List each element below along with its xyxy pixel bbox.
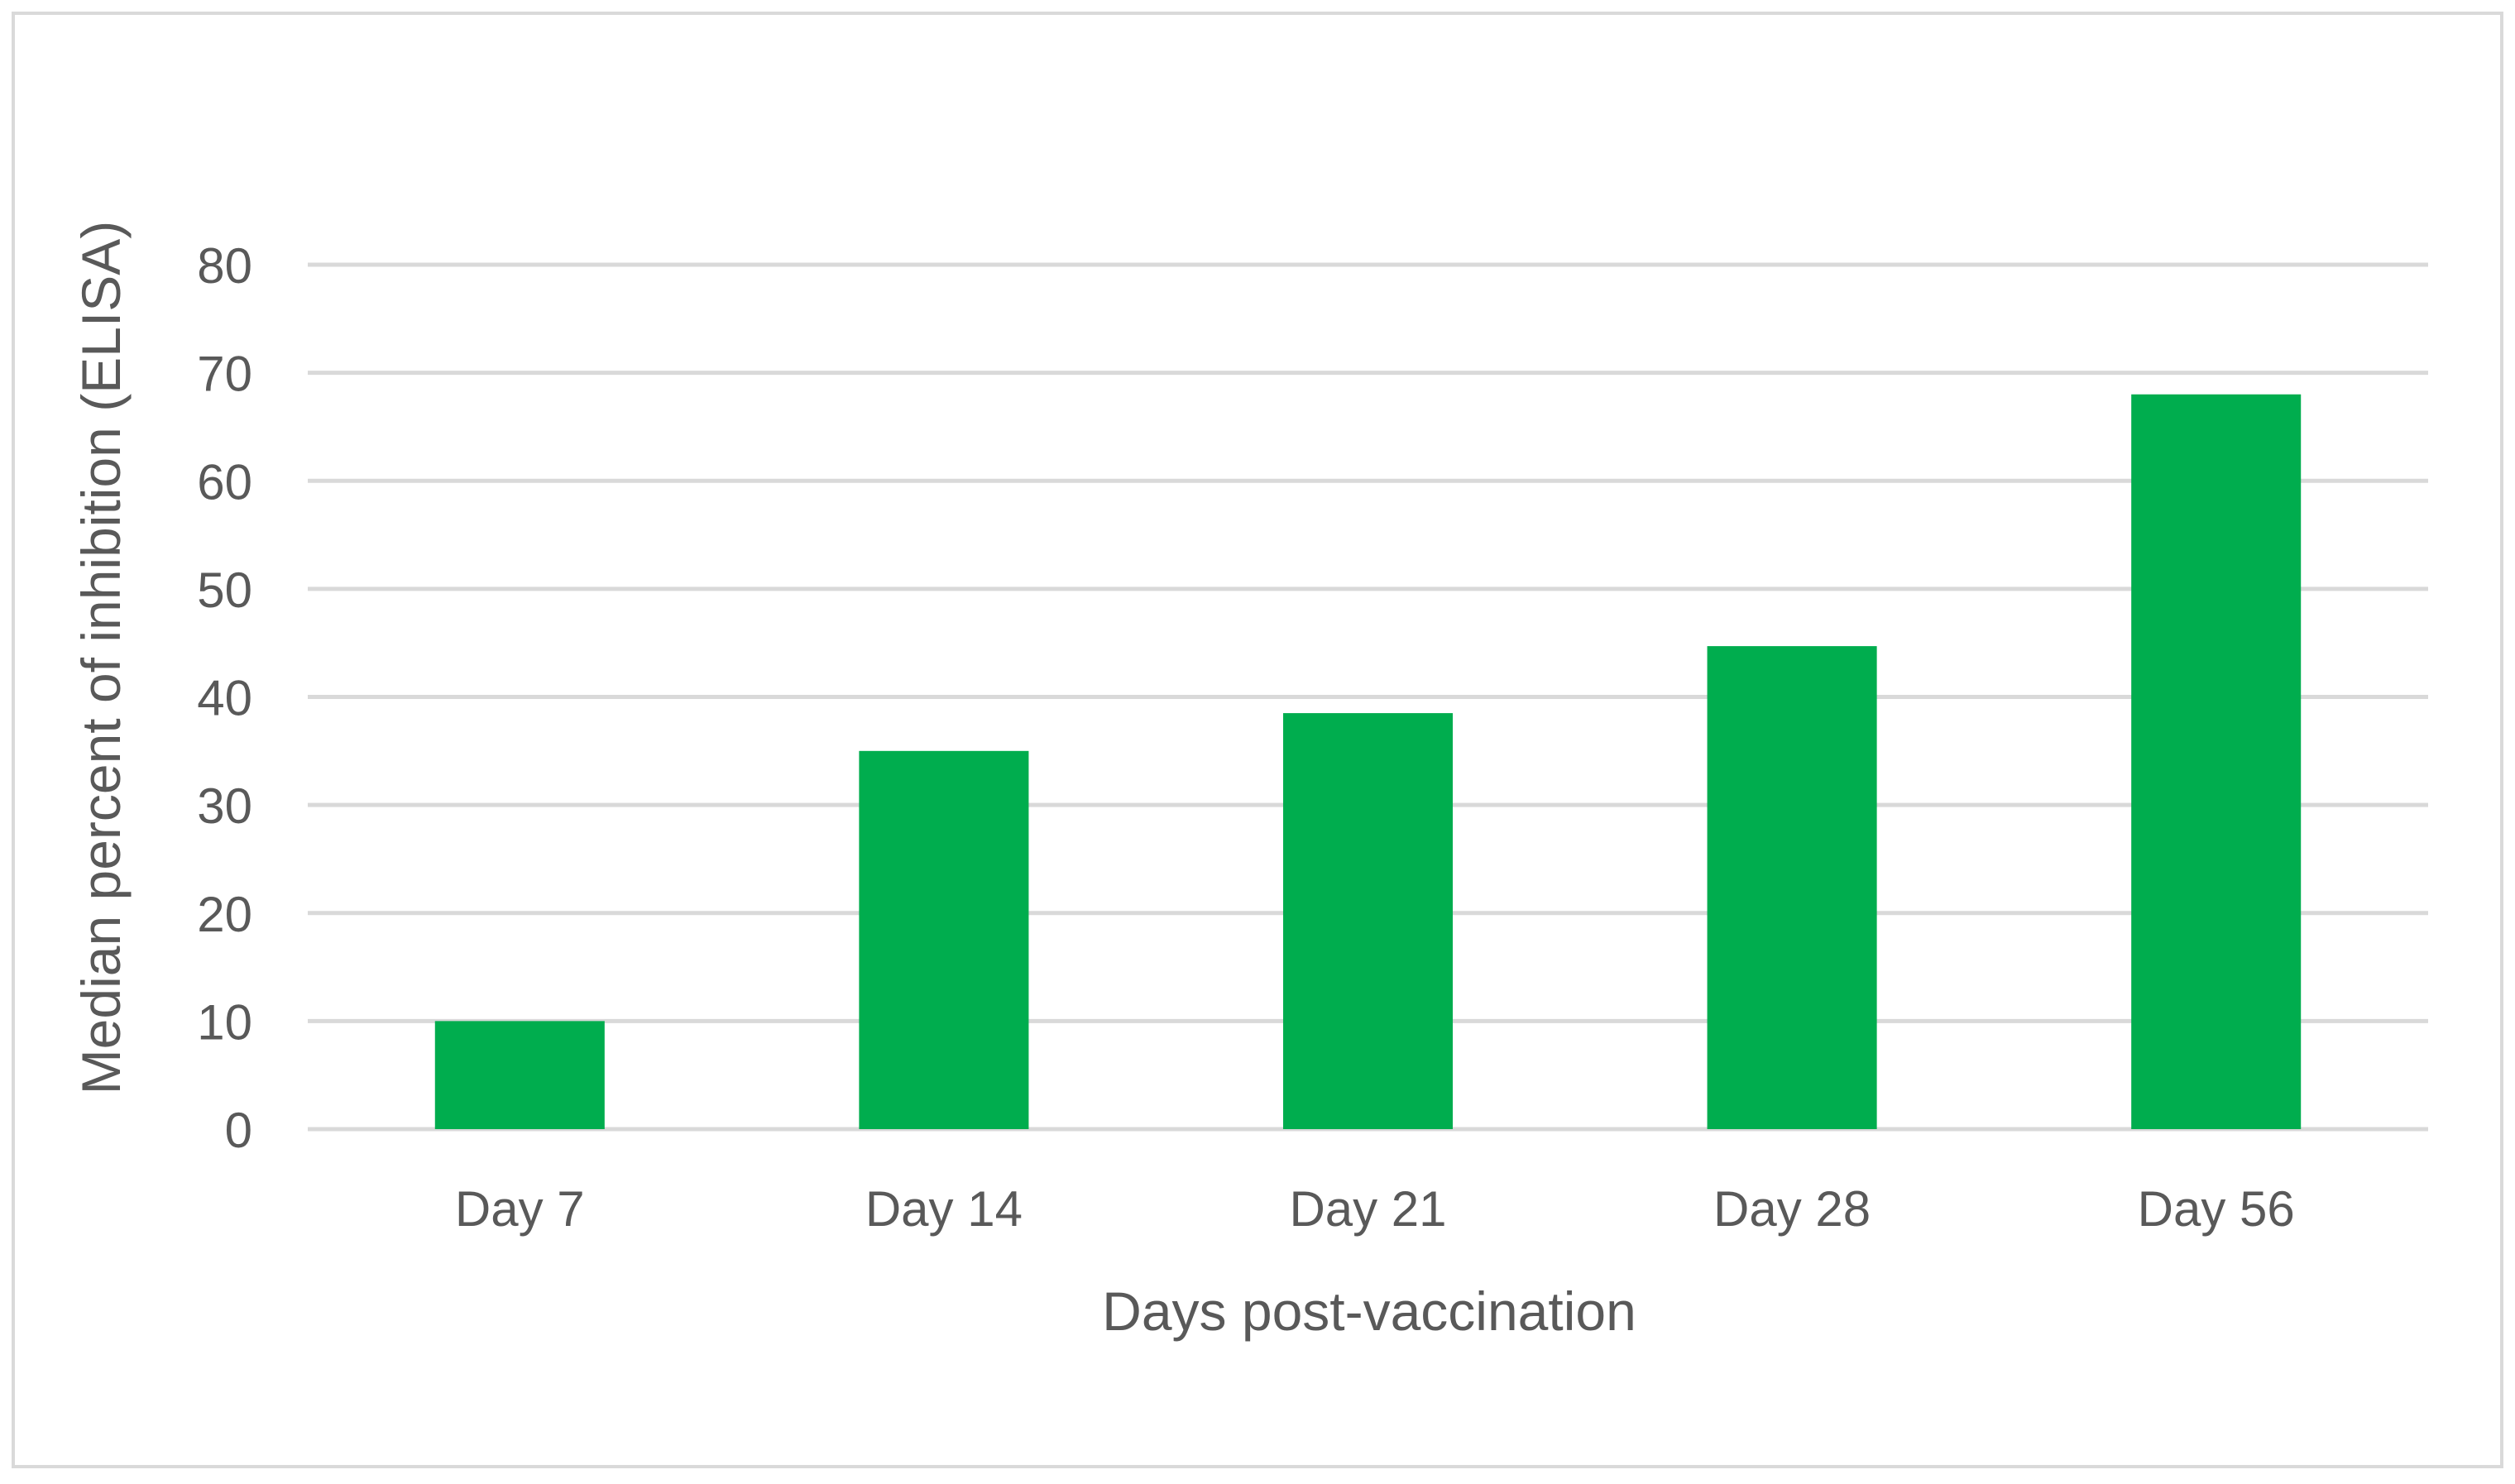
y-tick-label: 0 <box>225 1103 252 1158</box>
bar-day-56 <box>2131 394 2302 1129</box>
x-tick-label: Day 56 <box>2138 1181 2295 1237</box>
chart-border <box>12 12 2503 1468</box>
bar-day-7 <box>434 1021 605 1129</box>
x-tick-label: Day 21 <box>1289 1181 1446 1237</box>
y-tick-label: 70 <box>197 347 252 402</box>
y-tick-label: 10 <box>197 994 252 1050</box>
x-tick-label: Day 7 <box>455 1181 585 1237</box>
bar-day-21 <box>1282 713 1454 1129</box>
x-axis-label: Days post-vaccination <box>1102 1281 1636 1342</box>
x-tick-label: Day 28 <box>1713 1181 1871 1237</box>
y-axis-label: Median percent of inhibition (ELISA) <box>70 221 132 1095</box>
y-tick-label: 30 <box>197 778 252 834</box>
y-tick-label: 50 <box>197 562 252 618</box>
bar-day-28 <box>1707 646 1877 1129</box>
bars <box>434 394 2302 1129</box>
y-tick-label: 60 <box>197 454 252 510</box>
y-tick-label: 80 <box>197 238 252 294</box>
y-axis-ticks: 0 10 20 30 40 50 60 70 80 <box>197 238 252 1158</box>
y-tick-label: 40 <box>197 671 252 726</box>
y-tick-label: 20 <box>197 887 252 942</box>
bar-day-14 <box>859 750 1029 1129</box>
gridlines <box>308 262 2428 1132</box>
x-axis-ticks: Day 7 Day 14 Day 21 Day 28 Day 56 <box>455 1181 2295 1237</box>
x-tick-label: Day 14 <box>865 1181 1023 1237</box>
